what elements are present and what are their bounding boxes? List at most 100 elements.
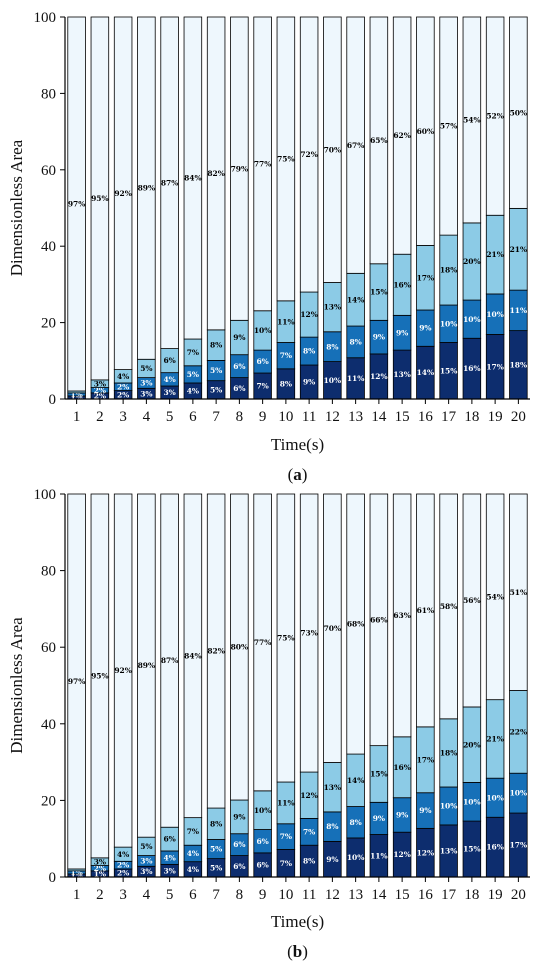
y-axis-title: Dimensionless Area	[7, 617, 26, 754]
y-tick-label: 40	[41, 717, 56, 733]
bar-segment	[276, 16, 296, 302]
bar-segment	[276, 493, 296, 783]
y-tick-label: 20	[41, 793, 56, 809]
x-tick-label: 8	[236, 887, 244, 903]
x-tick-label: 15	[395, 409, 410, 425]
x-tick-label: 6	[189, 409, 197, 425]
data-label: 16%	[486, 843, 504, 852]
data-label: 87%	[161, 656, 179, 665]
data-label: 5%	[210, 385, 222, 394]
data-label: 7%	[187, 827, 199, 836]
y-tick-label: 80	[41, 86, 56, 102]
data-label: 62%	[393, 131, 411, 140]
x-tick-label: 10	[278, 409, 293, 425]
data-label: 4%	[187, 849, 199, 858]
y-axis-title: Dimensionless Area	[7, 139, 26, 276]
y-tick-label: 60	[41, 163, 56, 179]
data-label: 10%	[510, 789, 528, 798]
data-label: 63%	[393, 611, 411, 620]
data-label: 1%	[94, 870, 106, 879]
data-label: 9%	[373, 333, 385, 342]
data-label: 56%	[463, 596, 481, 605]
bar-segment	[392, 16, 412, 255]
x-tick-label: 5	[166, 887, 174, 903]
data-label: 6%	[233, 384, 245, 393]
data-label: 52%	[486, 112, 504, 121]
x-tick-label: 4	[143, 409, 151, 425]
x-tick-label: 17	[441, 409, 457, 425]
data-label: 13%	[393, 370, 411, 379]
panel-label-open: (	[287, 942, 293, 961]
data-label: 72%	[300, 150, 318, 159]
data-label: 10%	[347, 853, 365, 862]
data-label: 9%	[233, 333, 245, 342]
x-tick-label: 7	[212, 409, 220, 425]
y-tick-label: 0	[49, 392, 57, 408]
data-label: 11%	[347, 374, 365, 383]
data-label: 12%	[300, 310, 318, 319]
data-label: 5%	[210, 366, 222, 375]
data-label: 66%	[370, 615, 388, 624]
data-label: 7%	[280, 859, 292, 868]
data-label: 17%	[417, 755, 435, 764]
data-label: 84%	[184, 651, 202, 660]
data-label: 10%	[324, 376, 342, 385]
chart-panel-b: 1%1%97%11%2%3%95%22%2%4%92%33%3%5%89%43%…	[7, 487, 530, 961]
bar-segment	[299, 16, 319, 293]
data-label: 12%	[300, 791, 318, 800]
data-label: 73%	[300, 629, 318, 638]
x-tick-label: 3	[119, 409, 127, 425]
data-label: 4%	[117, 372, 129, 381]
data-label: 11%	[277, 798, 295, 807]
data-label: 17%	[510, 841, 528, 850]
data-label: 60%	[417, 127, 435, 136]
data-label: 8%	[326, 822, 338, 831]
data-label: 3%	[163, 388, 175, 397]
data-label: 18%	[510, 360, 528, 369]
data-label: 3%	[140, 389, 152, 398]
x-tick-label: 11	[302, 887, 316, 903]
data-label: 8%	[349, 818, 361, 827]
data-label: 10%	[486, 310, 504, 319]
bar-segment	[346, 16, 365, 274]
data-label: 77%	[254, 159, 272, 168]
data-label: 8%	[303, 857, 315, 866]
data-label: 6%	[233, 862, 245, 871]
data-label: 51%	[510, 588, 528, 597]
bar-segment	[439, 493, 458, 720]
x-tick-label: 15	[395, 887, 410, 903]
data-label: 9%	[233, 812, 245, 821]
bar-segment	[462, 16, 482, 224]
data-label: 12%	[417, 848, 435, 857]
data-label: 10%	[463, 797, 481, 806]
data-label: 9%	[373, 814, 385, 823]
panel-label-open: (	[288, 465, 294, 484]
data-label: 54%	[486, 592, 504, 601]
data-label: 10%	[486, 793, 504, 802]
x-tick-label: 17	[441, 887, 457, 903]
panel-label-letter: a	[293, 465, 302, 484]
bar-segment	[183, 16, 203, 340]
data-label: 13%	[324, 303, 342, 312]
data-label: 10%	[463, 315, 481, 324]
data-label: 15%	[370, 770, 388, 779]
x-tick-label: 3	[119, 887, 127, 903]
data-label: 4%	[117, 850, 129, 859]
bar-segment	[90, 493, 110, 859]
bar-segment	[230, 16, 249, 321]
data-label: 5%	[187, 370, 199, 379]
data-label: 3%	[94, 379, 106, 388]
data-label: 13%	[440, 847, 458, 856]
data-label: 21%	[510, 245, 528, 254]
bar-segment	[113, 493, 133, 848]
y-tick-label: 0	[49, 870, 57, 886]
chart-panel-a: 1%1%97%12%2%3%95%22%2%4%92%33%3%5%89%43%…	[7, 10, 530, 484]
panel-label: (a)	[288, 465, 308, 484]
bar-segment	[299, 493, 319, 773]
x-tick-label: 13	[348, 887, 363, 903]
data-label: 77%	[254, 638, 272, 647]
data-label: 3%	[140, 867, 152, 876]
data-label: 5%	[140, 364, 152, 373]
data-label: 57%	[440, 122, 458, 131]
